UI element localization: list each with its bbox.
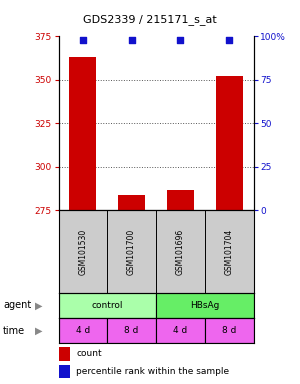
Text: HBsAg: HBsAg — [190, 301, 219, 310]
Point — [227, 37, 232, 43]
Text: GDS2339 / 215171_s_at: GDS2339 / 215171_s_at — [83, 14, 217, 25]
Bar — [58, 364, 70, 378]
Point — [80, 37, 85, 43]
Bar — [70, 57, 96, 210]
Text: ▶: ▶ — [34, 326, 42, 336]
Text: GSM101696: GSM101696 — [176, 228, 185, 275]
Text: GSM101704: GSM101704 — [225, 228, 234, 275]
Text: agent: agent — [3, 300, 31, 310]
Text: percentile rank within the sample: percentile rank within the sample — [76, 367, 229, 376]
Text: control: control — [92, 301, 123, 310]
Point — [178, 37, 183, 43]
Bar — [156, 293, 254, 318]
Text: 8 d: 8 d — [222, 326, 236, 335]
Text: 8 d: 8 d — [124, 326, 139, 335]
Bar — [58, 318, 107, 343]
Text: 4 d: 4 d — [173, 326, 188, 335]
Text: count: count — [76, 349, 102, 358]
Bar — [118, 195, 145, 210]
Bar — [107, 318, 156, 343]
Bar — [58, 347, 70, 361]
Bar — [156, 318, 205, 343]
Bar — [167, 190, 194, 210]
Text: GSM101700: GSM101700 — [127, 228, 136, 275]
Text: 4 d: 4 d — [76, 326, 90, 335]
Text: GSM101530: GSM101530 — [78, 228, 87, 275]
Bar — [216, 76, 242, 210]
Bar — [58, 293, 156, 318]
Point — [129, 37, 134, 43]
Text: time: time — [3, 326, 25, 336]
Text: ▶: ▶ — [34, 300, 42, 310]
Bar — [205, 318, 254, 343]
